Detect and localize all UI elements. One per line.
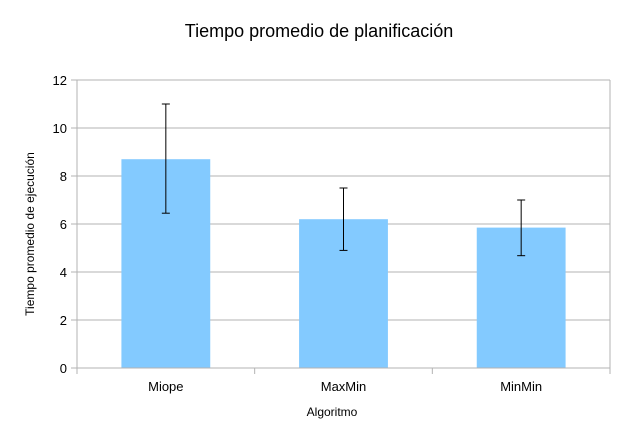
- tick-labels: 0 2 4 6 8 10 12 Miope MaxMin MinMin: [53, 73, 543, 394]
- y-tick-label-10: 10: [53, 121, 67, 136]
- x-tick-label-minmin: MinMin: [500, 379, 542, 394]
- y-tick-label-8: 8: [60, 169, 67, 184]
- y-tick-label-6: 6: [60, 217, 67, 232]
- error-bars: [161, 103, 526, 257]
- chart-title: Tiempo promedio de planificación: [185, 21, 453, 41]
- x-tick-label-maxmin: MaxMin: [321, 379, 367, 394]
- y-tick-label-0: 0: [60, 361, 67, 376]
- y-tick-label-12: 12: [53, 73, 67, 88]
- axes: [71, 79, 611, 374]
- x-tick-label-miope: Miope: [148, 379, 183, 394]
- y-tick-label-2: 2: [60, 313, 67, 328]
- y-axis-label: Tiempo promedio de ejecución: [23, 152, 37, 316]
- x-axis-label: Algoritmo: [307, 405, 358, 419]
- y-tick-label-4: 4: [60, 265, 67, 280]
